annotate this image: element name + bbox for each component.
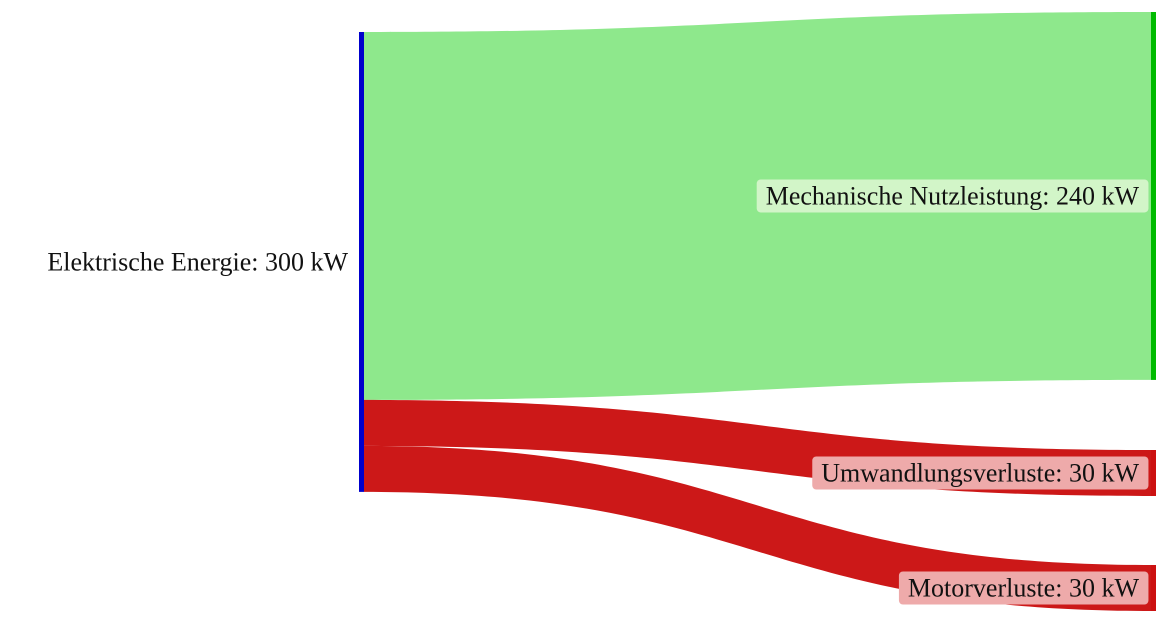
label-mechanische-nutzleistung: Mechanische Nutzleistung: 240 kW [766,181,1140,210]
label-bg-motorverluste [898,571,1149,605]
sankey-links [364,12,1151,611]
label-bg-mechanische-nutzleistung [756,179,1149,213]
label-motorverluste: Motorverluste: 30 kW [908,573,1140,602]
node-umwandlungsverluste [1151,450,1156,496]
sankey-nodes [359,12,1156,611]
node-mechanische-nutzleistung [1151,12,1156,380]
node-motorverluste [1151,565,1156,611]
link-motorverluste [364,445,1151,611]
node-elektrische-energie [359,32,364,492]
label-umwandlungsverluste: Umwandlungsverluste: 30 kW [821,458,1139,487]
label-bg-umwandlungsverluste [812,456,1149,490]
label-elektrische-energie: Elektrische Energie: 300 kW [47,247,348,276]
sankey-labels: Elektrische Energie: 300 kW Mechanische N… [47,179,1149,605]
